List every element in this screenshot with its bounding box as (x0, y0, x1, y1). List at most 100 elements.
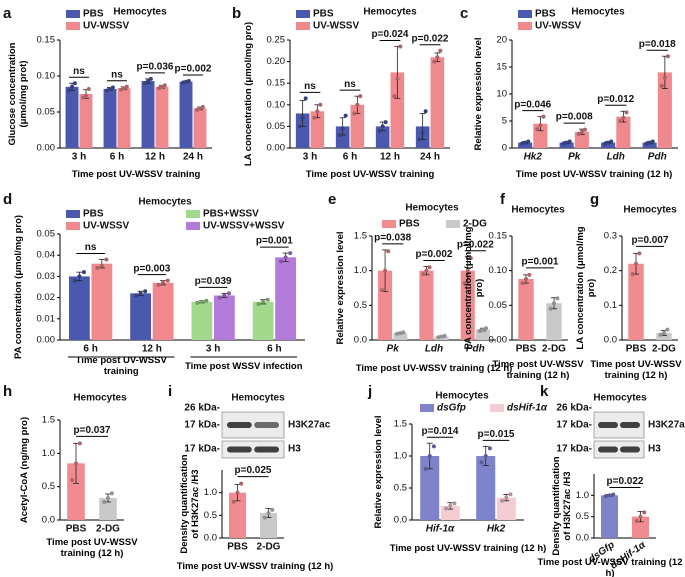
y-tick-label: 0.10 (37, 71, 56, 82)
p-value: ns (344, 79, 356, 90)
bar (496, 497, 516, 520)
replicate-point (611, 492, 616, 497)
replicate-point (204, 298, 209, 303)
replicate-point (315, 109, 320, 114)
panel-title: Hemocytes (511, 205, 565, 216)
replicate-point (638, 514, 643, 519)
legend-label: UV-WSSV (535, 21, 581, 32)
replicate-point (479, 460, 484, 465)
y-tick-label: 15 (496, 62, 507, 73)
legend-label: dsGfp (437, 403, 466, 414)
y-tick-label: 0.05 (489, 300, 508, 311)
replicate-point (448, 503, 453, 508)
y-tick-label: 0.05 (37, 229, 56, 240)
replicate-point (195, 300, 200, 305)
bar (179, 81, 193, 148)
legend-label: dsHif-1α (507, 403, 548, 414)
bar (252, 301, 274, 340)
panel-letter: e (328, 191, 336, 208)
bar (117, 88, 131, 148)
bar (518, 142, 533, 148)
p-value: p=0.015 (478, 429, 515, 440)
replicate-point (256, 301, 261, 306)
blot-band (598, 446, 618, 453)
y-tick-label: 0.15 (489, 231, 508, 242)
replicate-point (423, 109, 428, 114)
replicate-point (222, 293, 227, 298)
x-axis-label-text: Time post UV-WSSV training (305, 168, 435, 180)
y-axis-label-text: Relative expression level (334, 231, 346, 345)
replicate-point (355, 102, 360, 107)
legend-label: 2-DG (463, 219, 487, 230)
y-tick-label: 10 (496, 89, 507, 100)
replicate-point (72, 81, 77, 86)
blot-band-label: H3K27ac (648, 420, 685, 431)
legend-swatch (490, 404, 504, 412)
legend-label: PBS (535, 9, 556, 20)
blot-band (620, 422, 640, 428)
replicate-point (659, 83, 664, 88)
panel-letter: c (460, 5, 468, 22)
y-tick-label: 0.05 (267, 121, 286, 132)
replicate-point (283, 255, 288, 260)
y-tick-label: 0.5 (354, 300, 367, 311)
bar (141, 81, 155, 148)
replicate-point (524, 276, 528, 281)
replicate-point (70, 84, 75, 89)
replicate-point (624, 110, 629, 115)
replicate-point (630, 272, 635, 277)
replicate-point (603, 494, 608, 499)
replicate-point (143, 289, 148, 294)
replicate-point (70, 478, 75, 482)
bar (213, 295, 235, 340)
y-axis-label: LA concentration (μmol/mg pro) (243, 22, 254, 166)
y-axis-label-text: PA concentration (μmol/mg pro) (12, 214, 24, 360)
replicate-point (398, 44, 403, 49)
legend-swatch (186, 222, 200, 230)
bar (65, 86, 79, 148)
y-tick-label: 0.00 (37, 335, 56, 346)
replicate-point (81, 95, 86, 100)
x-axis-label: Time post UV-WSSV training (12 h) (538, 557, 683, 577)
x-axis-label: Time post UV-WSSV training (12 h) (390, 543, 547, 554)
replicate-point (420, 130, 425, 135)
blot-marker: 26 kDa- (184, 403, 220, 414)
blot-band (598, 422, 618, 428)
group-label-text: Time post UV-WSSV training (75, 355, 167, 377)
x-axis-label: Time post UV-WSSV training (305, 168, 435, 180)
y-tick-label: 0.00 (267, 143, 286, 154)
x-axis-label: Time post UV-WSSV training (12 h) (46, 537, 137, 559)
replicate-point (312, 115, 317, 120)
y-tick-label: 1.0 (394, 451, 407, 462)
replicate-point (110, 85, 115, 90)
y-tick-label: 0.15 (37, 35, 56, 46)
legend-swatch (382, 220, 396, 228)
replicate-point (526, 139, 531, 144)
replicate-point (582, 127, 587, 132)
y-tick-label: 1.0 (576, 490, 589, 501)
replicate-point (143, 81, 148, 86)
replicate-point (637, 251, 642, 256)
blot-strip (221, 440, 285, 459)
p-value: p=0.002 (175, 64, 212, 75)
y-tick-label: 0.00 (489, 335, 508, 346)
panel-letter: a (3, 5, 12, 22)
replicate-point (86, 86, 91, 91)
replicate-point (606, 140, 611, 145)
replicate-point (555, 296, 560, 301)
bar (350, 104, 365, 148)
x-tick-label: 6 h (83, 344, 97, 355)
y-axis-label-text: Acetyl-CoA (ng/mg pro) (18, 416, 30, 524)
replicate-point (124, 84, 129, 89)
replicate-point (395, 331, 400, 336)
replicate-point (102, 500, 107, 504)
bar (152, 282, 174, 340)
y-axis-label: PA concentration (μmol/mg pro) (463, 227, 485, 350)
x-axis-label-text: Time post UV-WSSV training (12 h) (590, 359, 682, 381)
x-tick-label: 6 h (343, 152, 357, 163)
y-tick-label: 20 (496, 35, 507, 46)
bar (191, 301, 213, 340)
x-axis-label: Time post UV-WSSV training (12 h) (356, 363, 513, 374)
bar (419, 270, 434, 340)
